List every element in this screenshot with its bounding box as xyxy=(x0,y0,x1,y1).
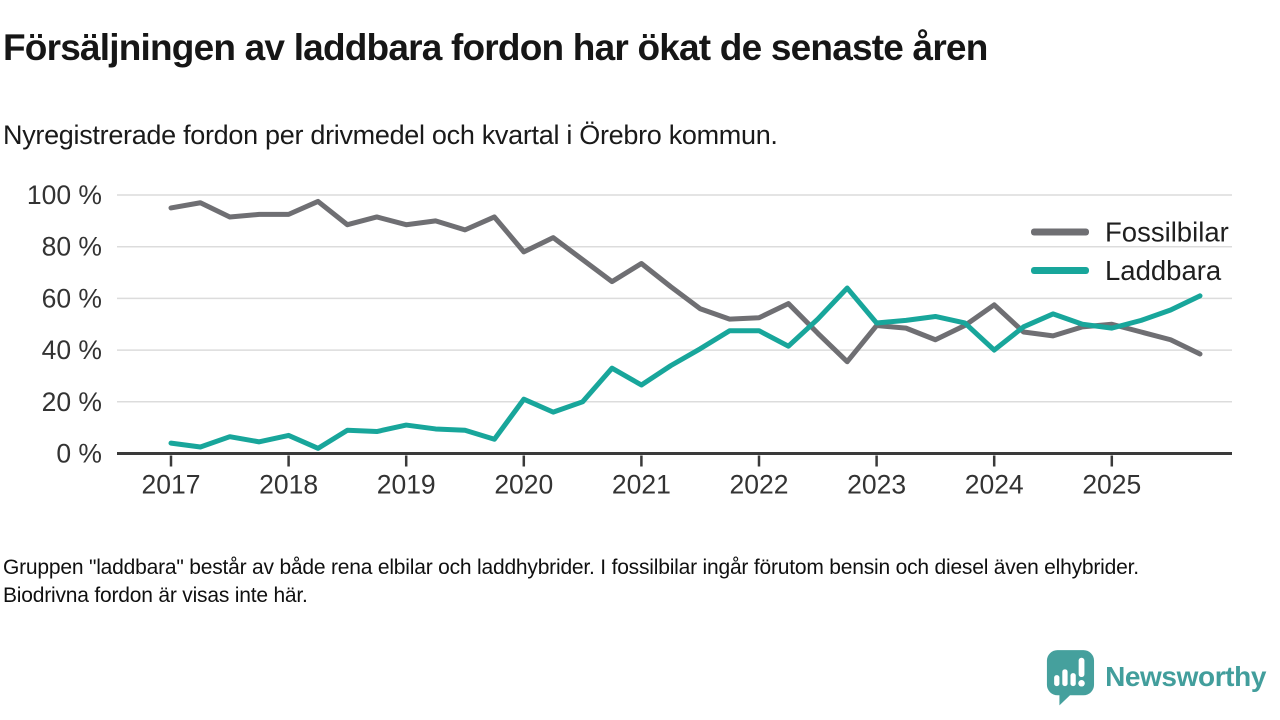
legend-label-fossilbilar: Fossilbilar xyxy=(1105,217,1229,248)
brand-name: Newsworthy xyxy=(1105,661,1266,692)
chart-footnote: Gruppen "laddbara" består av både rena e… xyxy=(3,556,1139,607)
x-tick-label: 2017 xyxy=(142,470,201,500)
x-tick-label: 2021 xyxy=(612,470,671,500)
legend-label-laddbara: Laddbara xyxy=(1105,255,1222,286)
x-tick-label: 2024 xyxy=(965,470,1024,500)
laddbara-line xyxy=(168,285,1203,451)
x-tick-label: 2019 xyxy=(377,470,436,500)
y-tick-label: 100 % xyxy=(27,180,102,210)
newsworthy-brand: Newsworthy xyxy=(1045,648,1266,706)
y-tick-label: 0 % xyxy=(56,439,102,469)
x-tick-label: 2025 xyxy=(1082,470,1141,500)
chart-title: Försäljningen av laddbara fordon har öka… xyxy=(3,27,988,68)
y-tick-label: 80 % xyxy=(42,232,102,262)
x-tick-label: 2020 xyxy=(494,470,553,500)
legend-swatch-fossilbilar xyxy=(1031,228,1089,236)
chart-subtitle: Nyregistrerade fordon per drivmedel och … xyxy=(3,120,778,150)
fossilbilar-line xyxy=(168,198,1203,365)
y-tick-label: 60 % xyxy=(42,283,102,313)
legend-swatch-laddbara xyxy=(1031,267,1089,274)
x-tick-label: 2022 xyxy=(730,470,789,500)
y-tick-label: 40 % xyxy=(42,335,102,365)
x-tick-label: 2018 xyxy=(259,470,318,500)
x-tick-label: 2023 xyxy=(847,470,906,500)
bar-chart-speech-bubble-icon xyxy=(1046,649,1095,705)
y-tick-label: 20 % xyxy=(42,387,102,417)
